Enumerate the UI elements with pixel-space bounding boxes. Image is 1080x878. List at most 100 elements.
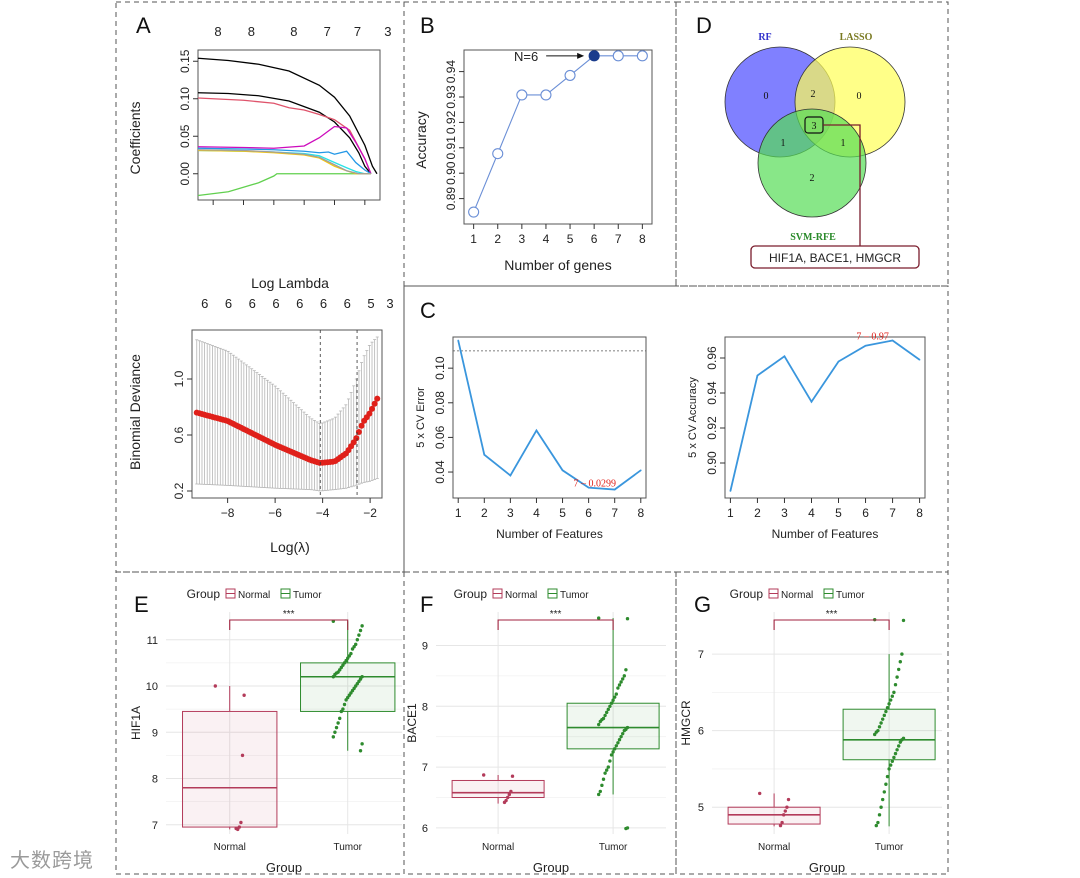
data-point [606,707,610,712]
x-axis-title: Number of Features [496,527,603,541]
x-tick-label: 8 [637,506,644,520]
cv-point [587,486,590,489]
x-tick-label: Tumor [875,842,904,853]
data-point [334,725,339,730]
coefficient-path-path9 [197,149,371,175]
data-point [898,660,902,664]
venn-count-lasso-svm: 1 [841,138,846,149]
x-axis-title: Log Lambda [251,275,329,291]
data-point [608,704,612,708]
x-tick-label: 3 [507,506,514,520]
accuracy-point [564,69,576,81]
y-axis-title: 5 x CV Accuracy [687,377,699,458]
data-point [597,792,601,797]
data-point [608,759,612,763]
panel-d-border [675,1,949,287]
y-tick-label: 0.2 [172,482,186,499]
y-axis-title: BACE1 [405,703,419,743]
lasso-deviance-chart: 0.2 0.6 1.0 −8 −6 −4 −2 6 6 6 6 6 6 6 5 3 Log(λ) Binomial… [127,296,394,555]
x-tick-label: 4 [543,232,550,246]
top-axis-label: 5 [367,296,374,311]
data-point [625,616,630,621]
data-point [785,805,789,809]
data-point [355,638,360,642]
lasso-coefficient-chart: 0.00 0.05 0.10 0.15 8 8 8 7 7 3 Log Lambda Coeffici… [127,24,391,291]
panel-b-border [403,1,677,287]
cv-mean-point [366,410,373,417]
data-point [786,797,791,802]
x-tick-label: 5 [835,506,842,520]
legend-label: Tumor [836,590,865,601]
data-point [892,690,896,695]
x-tick-label: 6 [862,506,869,520]
cv-point [756,374,759,377]
x-tick-label: 6 [585,506,592,520]
significance-bracket [229,619,349,630]
accuracy-point [468,206,480,218]
y-tick-label: 0.92 [444,110,458,134]
y-axis-title: Accuracy [413,111,429,169]
cv-error-chart: 0.04 0.06 0.08 0.10 1 2 3 4 5 6 7 8 7 – 0.0299 Number… [415,336,647,541]
venn-count-rf-svm: 1 [781,138,786,149]
data-point [606,765,610,769]
data-point [613,747,617,751]
y-tick-label: 9 [422,640,428,652]
y-tick-label: 0.06 [433,425,447,449]
venn-circle-svm [757,108,867,218]
cv-mean-point [369,405,376,412]
y-axis-title: Coefficients [127,102,143,175]
data-point [619,734,623,739]
y-tick-label: 8 [422,701,428,713]
data-point [900,652,904,656]
panel-letter-g: G [694,592,711,617]
watermark-text: 大数跨境 [10,848,94,872]
x-tick-label: 1 [455,506,462,520]
x-tick-label: 6 [591,232,598,246]
panel-letter-e: E [134,592,149,617]
cv-point [509,474,512,477]
venn-count-rf-only: 0 [764,91,769,102]
y-tick-label: 9 [152,727,158,739]
venn-count-rf-lasso: 2 [811,89,816,100]
cv-point [457,339,460,342]
accuracy-point [540,89,552,101]
panel-letter-f: F [420,592,433,617]
data-point [624,826,628,831]
cv-point [891,339,894,342]
callout-box [750,245,920,269]
top-axis-label: 7 [354,24,361,39]
data-point [502,800,507,805]
legend-label: Tumor [293,590,322,601]
accuracy-point [612,50,624,62]
data-point [358,749,363,753]
y-tick-label: 11 [147,635,158,647]
data-point [893,683,898,687]
data-point [889,698,893,702]
data-point [881,797,885,802]
data-point [605,710,609,715]
top-axis-label: 3 [384,24,391,39]
x-axis-title: Group [266,860,302,875]
x-tick-label: 4 [808,506,815,520]
plot-frame [724,336,926,499]
y-tick-label: 5 [698,802,704,814]
data-point [506,795,510,800]
data-point [758,791,762,796]
data-point [885,774,890,779]
data-point [619,680,623,684]
x-axis-title: Number of Features [772,527,879,541]
data-point [509,789,513,794]
accuracy-point [588,50,600,62]
top-axis-label: 6 [225,296,232,311]
data-point [213,684,218,688]
x-tick-label: 7 [615,232,622,246]
data-point [605,768,609,772]
plot-frame [452,336,647,499]
data-point [603,771,607,775]
bace1-boxplot: 6 7 8 9 Normal Tumor *** Group Normal Tumor Group B… [405,587,666,875]
data-point [239,820,243,825]
data-point [890,694,894,698]
data-point [333,730,337,734]
legend-label: Normal [781,590,813,601]
